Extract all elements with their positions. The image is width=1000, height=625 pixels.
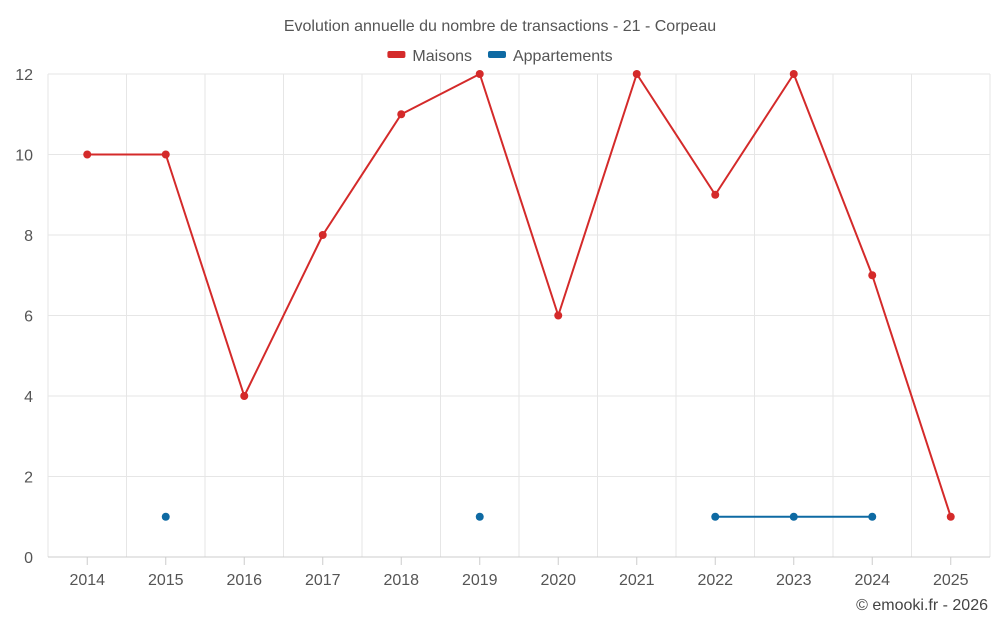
series-maisons bbox=[83, 70, 955, 521]
x-axis: 2014 2015 2016 2017 2018 2019 2020 2021 2022 2023… bbox=[69, 557, 969, 589]
x-tick-label: 2017 bbox=[305, 572, 341, 589]
data-point[interactable] bbox=[554, 311, 563, 320]
y-tick-label: 8 bbox=[24, 228, 33, 245]
y-tick-label: 4 bbox=[24, 389, 33, 406]
data-point[interactable] bbox=[475, 70, 484, 78]
data-point[interactable] bbox=[632, 70, 641, 78]
data-point[interactable] bbox=[475, 512, 484, 521]
x-tick-label: 2016 bbox=[226, 572, 262, 589]
x-tick-label: 2018 bbox=[383, 572, 419, 589]
chart-title: Evolution annuelle du nombre de transact… bbox=[284, 18, 716, 35]
series-line bbox=[87, 73, 952, 518]
data-point[interactable] bbox=[868, 271, 877, 280]
grid bbox=[47, 73, 991, 558]
series-appartements bbox=[161, 512, 877, 521]
x-tick-label: 2019 bbox=[462, 572, 498, 589]
x-tick-label: 2015 bbox=[148, 572, 184, 589]
legend-swatch bbox=[487, 51, 506, 58]
y-tick-label: 0 bbox=[24, 550, 33, 567]
legend-item-maisons[interactable]: Maisons bbox=[387, 48, 472, 65]
data-point[interactable] bbox=[868, 512, 877, 521]
data-point[interactable] bbox=[946, 512, 955, 521]
legend-label: Maisons bbox=[412, 48, 472, 65]
data-point[interactable] bbox=[240, 392, 249, 400]
data-point[interactable] bbox=[789, 70, 798, 78]
y-tick-label: 6 bbox=[24, 309, 33, 326]
x-tick-label: 2025 bbox=[933, 572, 969, 589]
series-layer bbox=[83, 70, 955, 521]
y-tick-label: 2 bbox=[24, 470, 33, 487]
data-point[interactable] bbox=[789, 512, 798, 521]
y-axis: 0 2 4 6 8 10 12 bbox=[15, 67, 33, 567]
data-point[interactable] bbox=[161, 512, 170, 521]
data-point[interactable] bbox=[161, 150, 170, 159]
data-point[interactable] bbox=[318, 231, 327, 239]
x-tick-label: 2014 bbox=[69, 572, 105, 589]
data-point[interactable] bbox=[397, 110, 406, 119]
x-tick-label: 2021 bbox=[619, 572, 655, 589]
y-tick-label: 10 bbox=[15, 148, 33, 165]
x-tick-label: 2023 bbox=[776, 572, 812, 589]
y-tick-label: 12 bbox=[15, 67, 33, 84]
credit-text: © emooki.fr - 2026 bbox=[856, 597, 988, 614]
legend-label: Appartements bbox=[513, 48, 613, 65]
legend-item-appartements[interactable]: Appartements bbox=[487, 48, 613, 65]
x-tick-label: 2024 bbox=[854, 572, 890, 589]
x-tick-label: 2022 bbox=[697, 572, 733, 589]
data-point[interactable] bbox=[711, 190, 720, 199]
legend: Maisons Appartements bbox=[387, 48, 613, 65]
x-tick-label: 2020 bbox=[540, 572, 576, 589]
data-point[interactable] bbox=[711, 512, 720, 521]
data-point[interactable] bbox=[83, 150, 92, 159]
legend-swatch bbox=[387, 51, 406, 58]
